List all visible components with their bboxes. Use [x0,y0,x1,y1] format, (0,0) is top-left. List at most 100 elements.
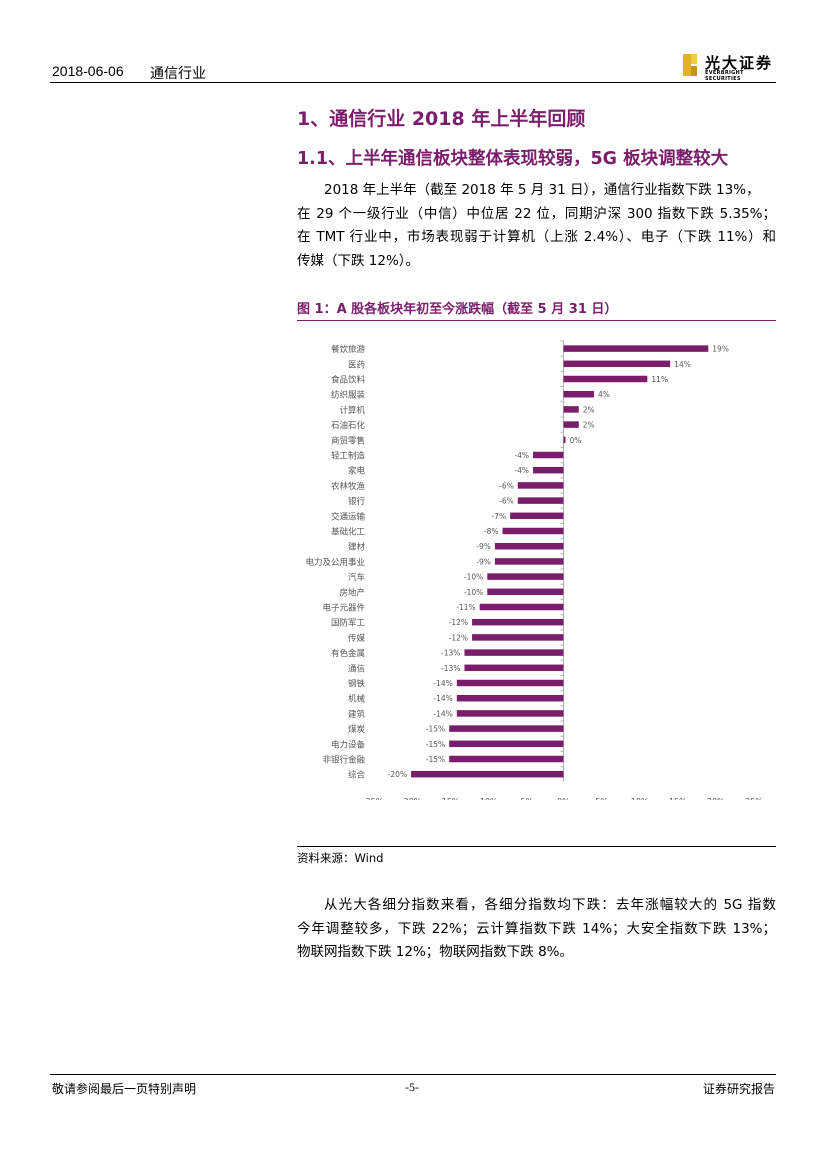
data-label: -15% [426,725,445,734]
bar [533,466,564,474]
data-label: 11% [651,375,668,384]
bar [494,558,564,565]
x-tick-label: 5% [595,797,608,800]
bar [563,360,671,368]
logo-text-en: EVERBRIGHT SECURITIES [705,70,744,82]
x-tick-label: 15% [669,797,687,800]
bar [502,527,564,535]
data-label: 2% [583,421,595,430]
bar [494,542,564,550]
figure-source: 资料来源：Wind [297,851,384,865]
x-tick-label: -5% [518,797,534,800]
category-label: 农林牧渔 [331,481,366,492]
bar [563,421,579,428]
header-divider [50,82,776,83]
data-label: -14% [433,679,452,688]
data-label: -4% [514,451,529,460]
category-label: 基础化工 [331,527,366,538]
category-label: 纺织服装 [331,390,366,401]
bar [411,770,564,778]
bar [479,603,564,611]
data-label: -12% [449,618,468,627]
logo-text-cn: 光大证券 [705,54,774,72]
category-label: 家电 [348,466,366,477]
x-tick-label: 25% [745,797,763,800]
brand-logo: 光大证券 EVERBRIGHT SECURITIES [683,52,779,82]
header-industry: 通信行业 [150,66,206,82]
data-label: -8% [484,527,499,536]
x-tick-label: -10% [477,797,498,800]
bar [510,512,564,520]
data-label: -14% [433,709,452,718]
x-tick-label: -25% [363,797,384,800]
data-label: -6% [499,497,514,506]
category-label: 石油石化 [331,420,366,431]
bar [464,649,564,656]
paragraph-2: 从光大各细分指数来看，各细分指数均下跌：去年涨幅较大的 5G 指数 今年调整较多… [297,894,776,965]
bar [563,406,579,413]
x-tick-label: 10% [631,797,649,800]
category-label: 计算机 [339,405,365,416]
bar [449,725,564,732]
x-tick-label: -15% [439,797,460,800]
category-label: 银行 [348,496,366,507]
bar [487,573,564,580]
category-label: 有色金属 [331,648,365,659]
paragraph-2-line: 今年调整较多，下跌 22%；云计算指数下跌 14%；大安全指数下跌 13%； [297,920,776,937]
category-label: 电力设备 [331,739,366,750]
category-label: 非银行金融 [322,755,365,766]
data-label: -6% [499,481,514,490]
category-label: 轻工制造 [331,451,366,462]
category-label: 机械 [348,694,366,705]
bar [563,345,709,352]
data-label: -13% [441,649,460,658]
x-tick-label: -20% [401,797,422,800]
bar [487,588,564,596]
footer-divider [50,1074,776,1075]
x-tick-label: 20% [707,797,725,800]
category-label: 建材 [348,542,366,553]
category-label: 电力及公用事业 [305,557,365,568]
category-label: 国防军工 [331,618,366,629]
data-label: 4% [598,390,610,399]
category-label: 房地产 [339,587,365,598]
x-tick-label: 0% [557,797,570,800]
category-label: 商贸零售 [331,435,365,446]
bar [464,664,564,672]
page-number: -5- [405,1080,419,1094]
bar [449,740,564,748]
bar [456,694,564,702]
category-label: 汽车 [348,572,365,583]
data-label: -20% [388,770,407,779]
category-label: 电子元器件 [322,603,365,614]
figure-title: 图 1：A 股各板块年初至今涨跌幅（截至 5 月 31 日） [297,302,618,317]
data-label: 0% [570,436,582,445]
bar [533,451,564,459]
header-date: 2018-06-06 [52,63,124,79]
data-label: 19% [712,345,729,354]
section-title: 1、通信行业 2018 年上半年回顾 [297,108,586,130]
data-label: -12% [449,633,468,642]
paragraph-1-line: 在 29 个一级行业（中信）中位居 22 位，同期沪深 300 指数下跌 5.3… [297,205,776,222]
data-label: -7% [492,512,507,521]
data-label: -11% [456,603,475,612]
data-label: -13% [441,664,460,673]
footer-disclaimer: 敬请参阅最后一页特别声明 [52,1082,197,1096]
bar [472,618,564,626]
data-label: -14% [433,694,452,703]
data-label: -9% [476,542,491,551]
bar-chart: 餐饮旅游 19% 医药 14% 食品饮料 11% 纺织服装 4% 计算机 2% 石油石化 2% 商贸零售… [305,340,763,800]
source-divider [297,846,776,847]
bar [456,710,564,717]
category-label: 煤炭 [348,724,366,735]
data-label: 14% [674,360,691,369]
bar [472,634,564,641]
paragraph-1: 2018 年上半年（截至 2018 年 5 月 31 日），通信行业指数下跌 1… [297,179,776,273]
category-label: 医药 [348,359,365,370]
data-label: -9% [476,557,491,566]
data-label: -4% [514,466,529,475]
paragraph-2-line: 物联网指数下跌 12%；物联网指数下跌 8%。 [297,944,574,960]
bar [563,436,566,444]
logo-icon [683,54,697,76]
paragraph-1-line: 在 TMT 行业中，市场表现弱于计算机（上涨 2.4%）、电子（下跌 11%）和 [297,229,776,245]
